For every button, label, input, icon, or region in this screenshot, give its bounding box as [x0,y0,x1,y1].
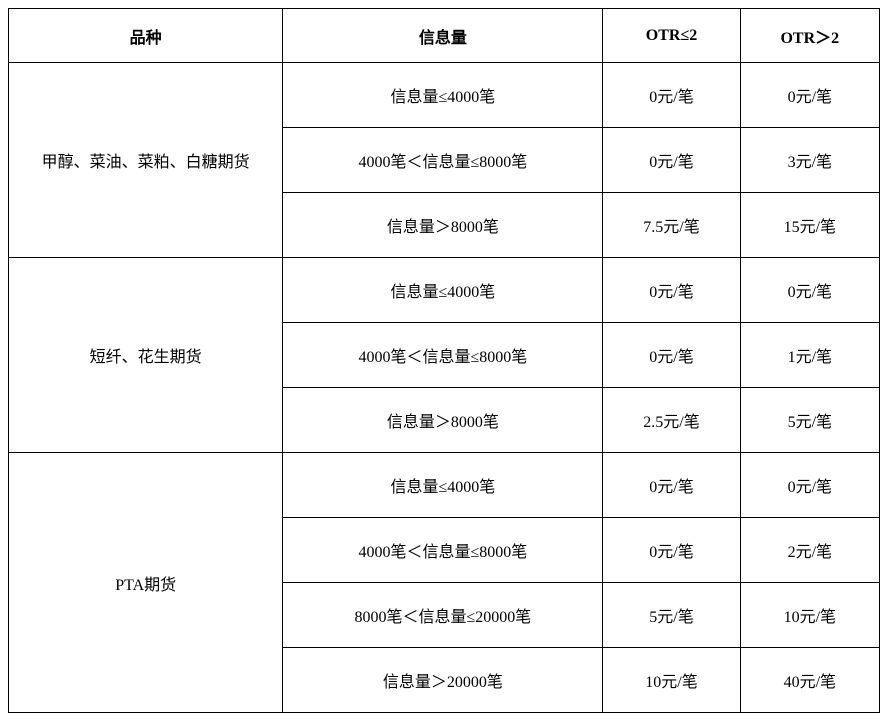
variety-cell: 甲醇、菜油、菜粕、白糖期货 [9,63,283,258]
otr-gt-2-cell: 0元/笔 [740,63,879,128]
otr-gt-2-cell: 1元/笔 [740,323,879,388]
otr-le-2-cell: 2.5元/笔 [603,388,740,453]
otr-le-2-cell: 0元/笔 [603,258,740,323]
otr-gt-2-cell: 0元/笔 [740,258,879,323]
otr-le-2-cell: 0元/笔 [603,518,740,583]
range-cell: 信息量＞20000笔 [283,648,603,713]
range-cell: 4000笔＜信息量≤8000笔 [283,128,603,193]
otr-gt-2-cell: 3元/笔 [740,128,879,193]
header-otr-le-2: OTR≤2 [603,9,740,63]
otr-le-2-cell: 0元/笔 [603,128,740,193]
range-cell: 信息量＞8000笔 [283,193,603,258]
table-header-row: 品种 信息量 OTR≤2 OTR＞2 [9,9,880,63]
range-cell: 信息量≤4000笔 [283,453,603,518]
fee-table: 品种 信息量 OTR≤2 OTR＞2 甲醇、菜油、菜粕、白糖期货 信息量≤400… [8,8,880,713]
range-cell: 信息量≤4000笔 [283,63,603,128]
otr-gt-2-cell: 5元/笔 [740,388,879,453]
otr-le-2-cell: 7.5元/笔 [603,193,740,258]
table-row: PTA期货 信息量≤4000笔 0元/笔 0元/笔 [9,453,880,518]
otr-le-2-cell: 10元/笔 [603,648,740,713]
range-cell: 信息量＞8000笔 [283,388,603,453]
range-cell: 4000笔＜信息量≤8000笔 [283,323,603,388]
variety-cell: PTA期货 [9,453,283,713]
otr-le-2-cell: 0元/笔 [603,453,740,518]
table-row: 短纤、花生期货 信息量≤4000笔 0元/笔 0元/笔 [9,258,880,323]
otr-gt-2-cell: 15元/笔 [740,193,879,258]
table-body: 甲醇、菜油、菜粕、白糖期货 信息量≤4000笔 0元/笔 0元/笔 4000笔＜… [9,63,880,713]
otr-gt-2-cell: 2元/笔 [740,518,879,583]
header-variety: 品种 [9,9,283,63]
otr-gt-2-cell: 0元/笔 [740,453,879,518]
otr-gt-2-cell: 10元/笔 [740,583,879,648]
otr-le-2-cell: 0元/笔 [603,323,740,388]
variety-cell: 短纤、花生期货 [9,258,283,453]
table-row: 甲醇、菜油、菜粕、白糖期货 信息量≤4000笔 0元/笔 0元/笔 [9,63,880,128]
header-info-volume: 信息量 [283,9,603,63]
range-cell: 信息量≤4000笔 [283,258,603,323]
otr-le-2-cell: 0元/笔 [603,63,740,128]
otr-gt-2-cell: 40元/笔 [740,648,879,713]
header-otr-gt-2: OTR＞2 [740,9,879,63]
range-cell: 4000笔＜信息量≤8000笔 [283,518,603,583]
range-cell: 8000笔＜信息量≤20000笔 [283,583,603,648]
otr-le-2-cell: 5元/笔 [603,583,740,648]
